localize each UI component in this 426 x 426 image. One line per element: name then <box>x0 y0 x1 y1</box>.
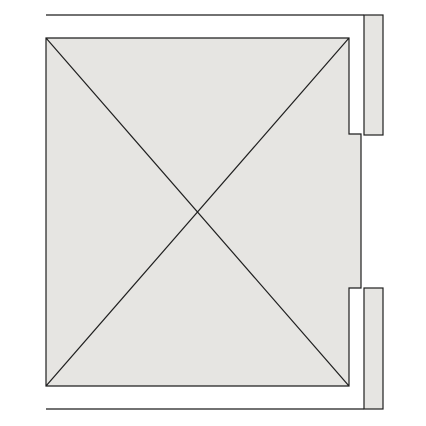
door-jamb-lower <box>363 287 384 410</box>
door-jamb-upper <box>363 14 384 136</box>
elevator-car <box>45 37 362 387</box>
elevator-car-cross-mark-diagonal-2 <box>45 37 350 387</box>
